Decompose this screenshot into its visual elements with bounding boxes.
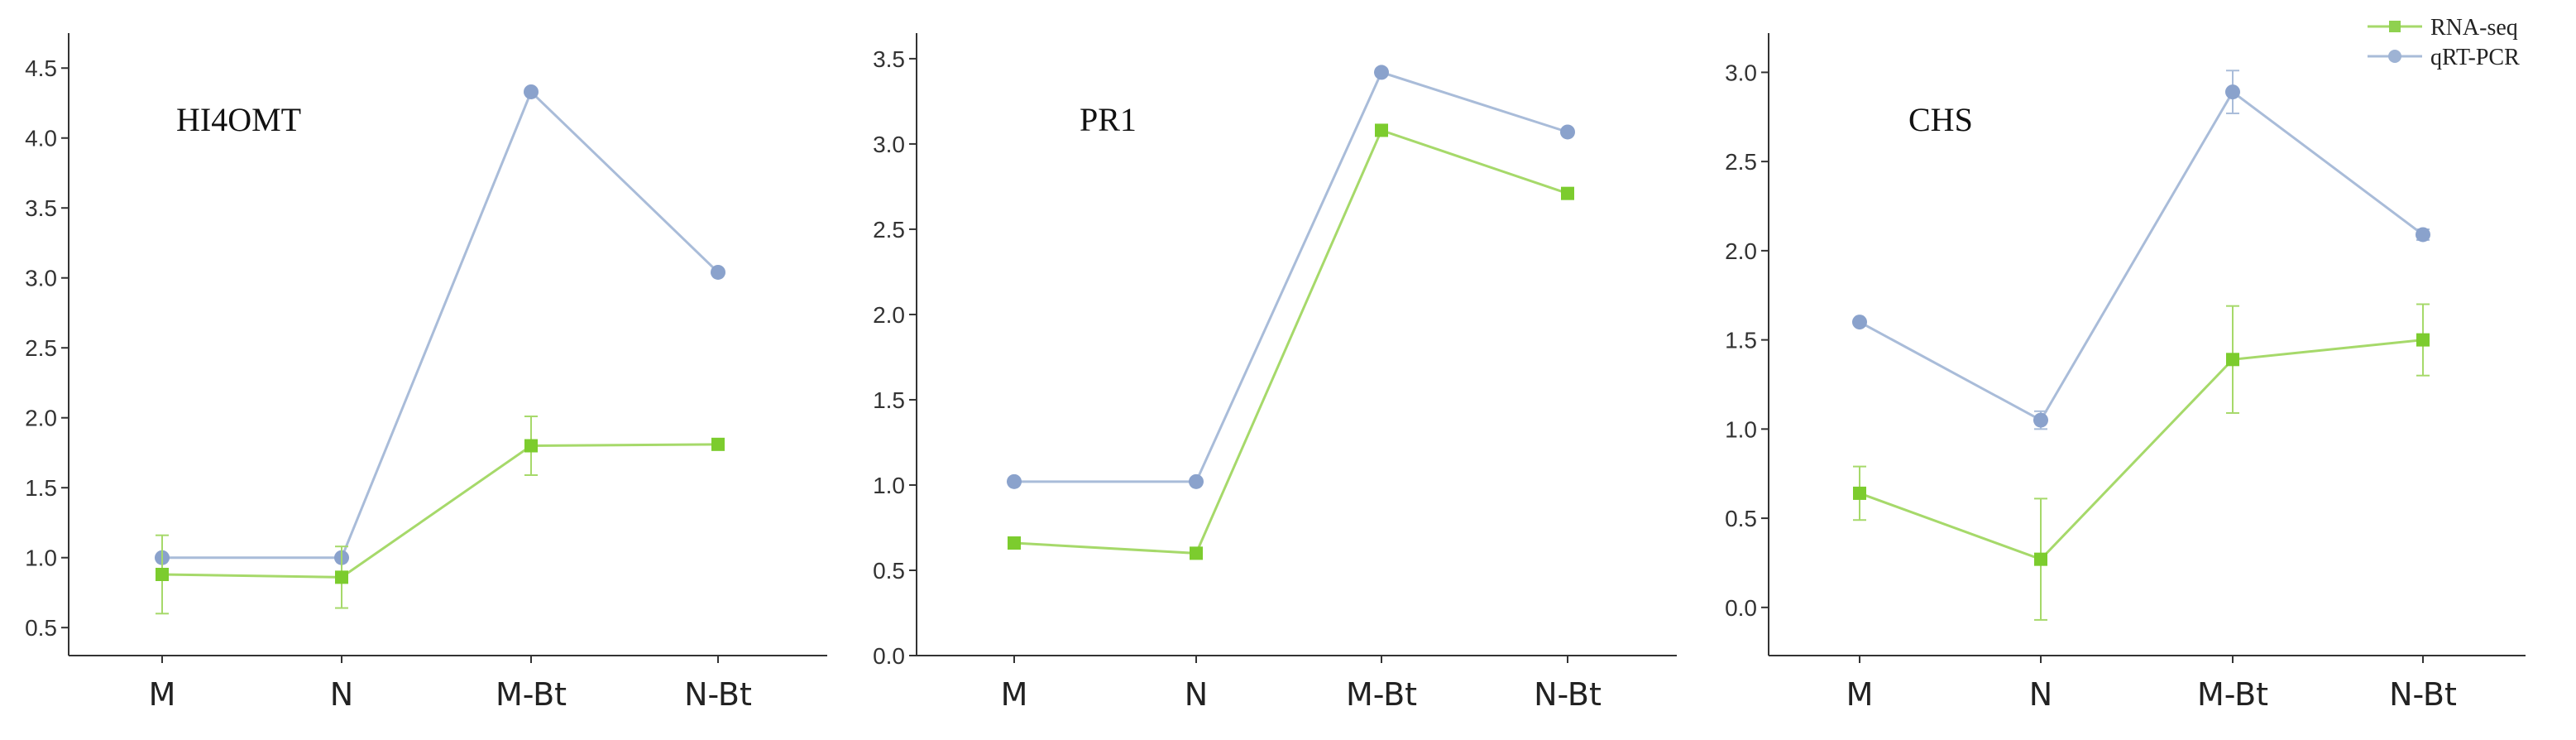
x-category-label: M-Bt [2197, 676, 2268, 713]
qrt-pcr-point [1374, 65, 1389, 80]
rna-seq-line [1013, 128, 1568, 555]
x-category-label: M [1846, 676, 1874, 713]
rna-seq-point [711, 437, 725, 451]
qrt-pcr-point [1189, 473, 1204, 489]
legend-label: qRT-PCR [2430, 45, 2520, 70]
rna-seq-point [1190, 546, 1203, 560]
x-category-label: N-Bt [2389, 676, 2457, 713]
x-category-label: M-Bt [1346, 676, 1417, 713]
y-tick-label: 0.5 [25, 615, 57, 641]
rna-seq-point [335, 570, 348, 584]
qrt-pcr-point [2033, 412, 2048, 428]
legend: RNA-seq qRT-PCR [2368, 15, 2520, 70]
qrt-pcr-line [1014, 70, 1568, 483]
y-tick-label: 1.0 [1725, 416, 1757, 442]
rna-seq-line [161, 443, 719, 579]
qrt-pcr-point [2416, 227, 2430, 243]
qrt-pcr-point [524, 84, 539, 99]
y-tick-label: 0.5 [873, 558, 905, 584]
y-tick-label: 1.5 [873, 387, 905, 413]
y-tick-label: 3.5 [873, 46, 905, 72]
rna-seq-line [1859, 339, 2424, 561]
rna-seq-point [1853, 486, 1866, 500]
y-tick-label: 3.0 [873, 132, 905, 157]
legend-label: RNA-seq [2430, 15, 2518, 41]
rna-seq-point [2226, 353, 2239, 367]
y-tick-label: 2.0 [25, 406, 57, 431]
qrt-pcr-point [2225, 84, 2240, 100]
rna-seq-point [2416, 333, 2430, 347]
y-tick-label: 1.5 [1725, 328, 1757, 353]
y-tick-label: 3.5 [25, 195, 57, 221]
qrt-pcr-line [1859, 89, 2424, 422]
qrt-pcr-line [162, 89, 720, 560]
y-tick-label: 1.5 [25, 475, 57, 501]
x-category-label: M-Bt [496, 676, 567, 713]
y-tick-label: 0.0 [1725, 595, 1757, 621]
y-tick-label: 3.0 [25, 266, 57, 291]
rna-seq-point [1561, 186, 1574, 200]
y-tick-label: 2.0 [873, 302, 905, 328]
y-tick-label: 1.0 [873, 473, 905, 498]
qrt-pcr-point [1007, 473, 1022, 489]
y-tick-label: 4.0 [25, 126, 57, 151]
x-category-label: N [330, 676, 353, 713]
y-tick-label: 0.5 [1725, 506, 1757, 531]
y-tick-label: 4.5 [25, 55, 57, 81]
panel-title: PR1 [1080, 101, 1137, 138]
legend-swatch-marker [2389, 21, 2401, 32]
y-tick-label: 0.0 [873, 643, 905, 669]
y-tick-label: 2.5 [25, 335, 57, 361]
rna-seq-point [1008, 536, 1021, 550]
rna-seq-point [1375, 123, 1388, 137]
y-tick-label: 2.0 [1725, 238, 1757, 264]
rna-seq-point [2034, 552, 2047, 566]
x-category-label: N-Bt [684, 676, 752, 713]
x-category-label: M [1001, 676, 1028, 713]
qrt-pcr-point [1560, 124, 1575, 140]
rna-seq-point [156, 567, 169, 581]
x-category-label: N [2029, 676, 2052, 713]
y-tick-label: 2.5 [1725, 149, 1757, 175]
chart-panel-hi4omt: 0.5 1.0 1.5 2.0 2.5 3.0 3.5 4.0 4.5 M N M-Bt N-Bt HI4… [25, 33, 827, 713]
x-category-label: N-Bt [1534, 676, 1602, 713]
y-tick-label: 1.0 [25, 545, 57, 571]
rna-seq-point [524, 439, 538, 453]
panel-title: CHS [1908, 101, 1973, 138]
qrt-pcr-point [1852, 315, 1867, 330]
panel-title: HI4OMT [176, 101, 301, 138]
chart-panel-pr1: 0.0 0.5 1.0 1.5 2.0 2.5 3.0 3.5 M N M-Bt N-Bt PR1 [873, 33, 1677, 713]
legend-swatch-marker [2388, 50, 2401, 63]
y-tick-label: 2.5 [873, 217, 905, 243]
chart-panel-chs: 0.0 0.5 1.0 1.5 2.0 2.5 3.0 M N M-Bt N-Bt CHS [1725, 33, 2526, 713]
y-tick-label: 3.0 [1725, 60, 1757, 85]
qrt-pcr-point [711, 264, 725, 280]
x-category-label: M [149, 676, 176, 713]
x-category-label: N [1185, 676, 1208, 713]
